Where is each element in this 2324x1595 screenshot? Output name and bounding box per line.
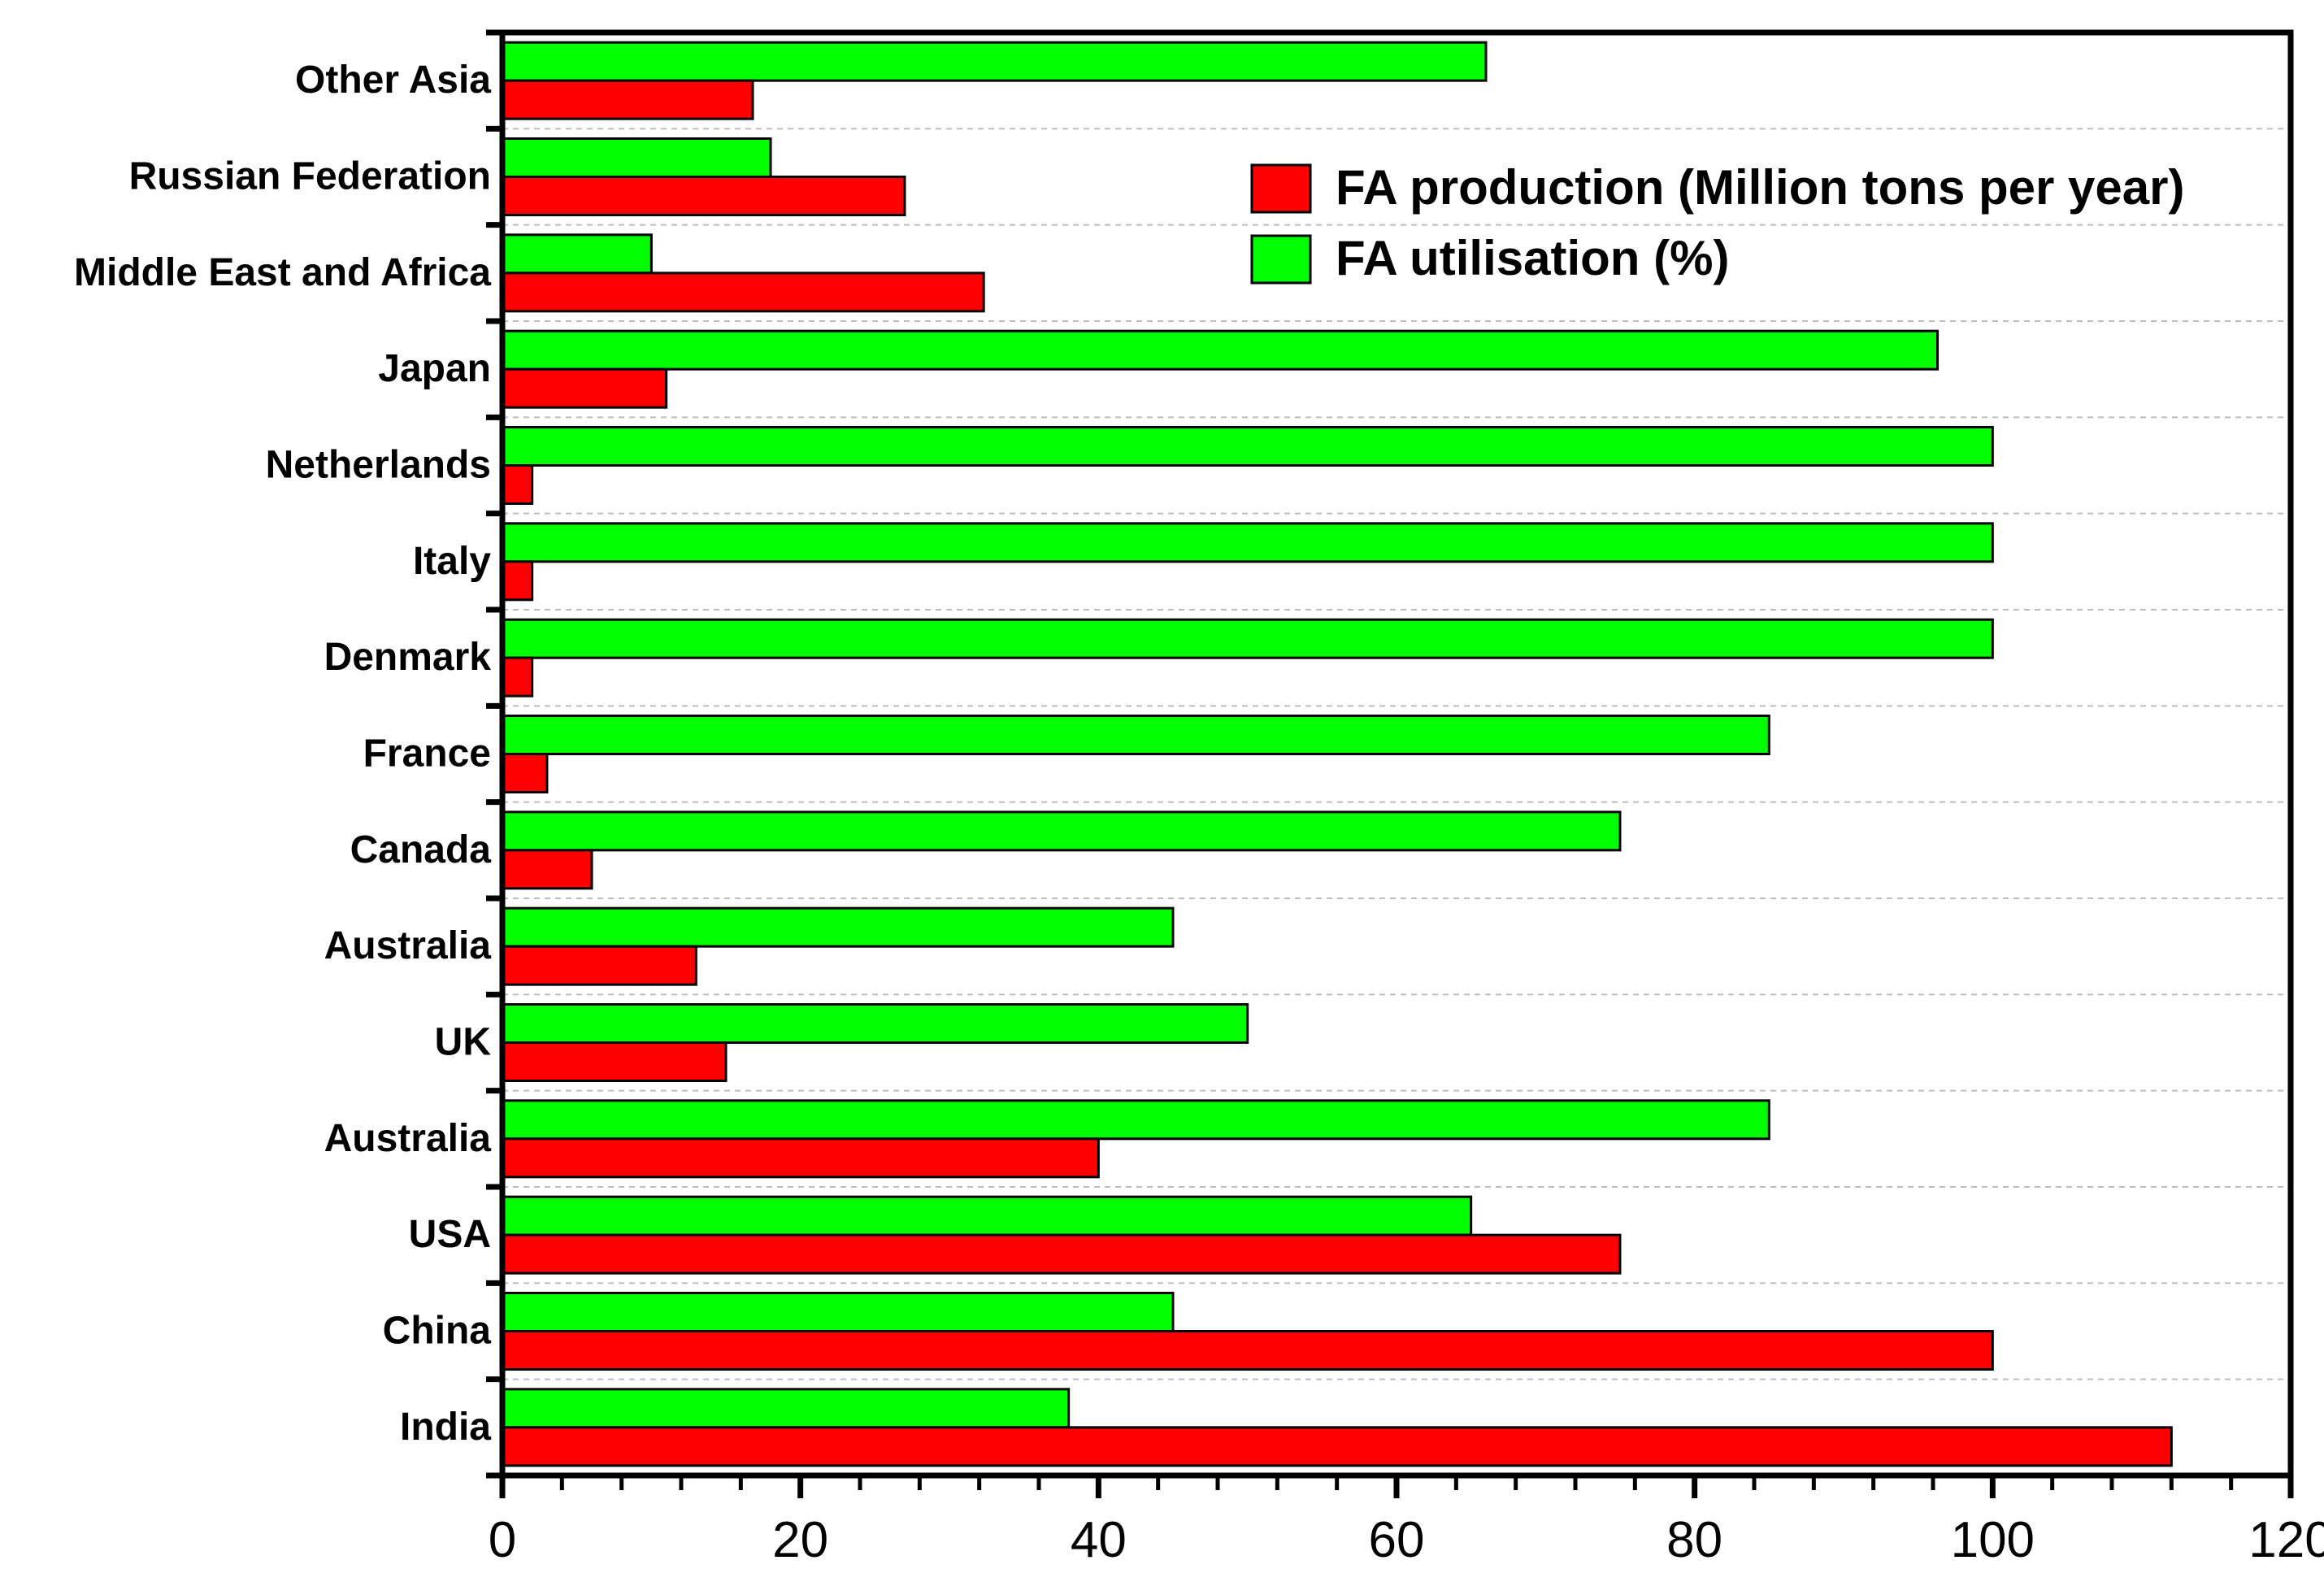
bar-utilisation xyxy=(501,233,653,275)
x-tick-label: 40 xyxy=(1071,1512,1127,1568)
bar-utilisation xyxy=(501,1195,1473,1236)
category-label: Denmark xyxy=(324,636,492,679)
bar-production xyxy=(501,945,697,986)
bar-production xyxy=(501,367,668,409)
bar-production xyxy=(501,560,534,602)
bar-production xyxy=(501,79,754,120)
bar-production xyxy=(501,1041,728,1082)
bar-utilisation xyxy=(501,522,1994,563)
bar-utilisation xyxy=(501,1099,1770,1141)
category-label: India xyxy=(400,1406,491,1449)
bar-utilisation xyxy=(501,618,1994,659)
category-label: Australia xyxy=(324,1117,492,1160)
category-label: Japan xyxy=(378,347,491,390)
category-label: France xyxy=(363,732,491,776)
bar-utilisation xyxy=(501,1292,1175,1332)
category-label: Middle East and Africa xyxy=(74,251,491,294)
x-tick-labels: 0 20 40 60 80 100 120 xyxy=(489,1512,2324,1568)
x-tick-label: 0 xyxy=(489,1512,516,1568)
x-tick-label: 120 xyxy=(2248,1512,2324,1568)
category-label: Canada xyxy=(350,828,492,871)
bar-production xyxy=(501,753,549,793)
category-label: UK xyxy=(435,1021,492,1064)
bars xyxy=(501,41,2173,1467)
bar-production xyxy=(501,656,534,698)
category-label: Other Asia xyxy=(295,59,491,102)
category-labels: Other Asia Russian Federation Middle East … xyxy=(74,59,491,1449)
bar-production xyxy=(501,1137,1100,1179)
category-label: China xyxy=(383,1310,492,1353)
bar-production xyxy=(501,272,985,313)
bar-utilisation xyxy=(501,1003,1249,1044)
bar-utilisation xyxy=(501,329,1939,371)
bar-production xyxy=(501,849,593,890)
legend-swatch-production xyxy=(1250,163,1312,214)
legend-label-production: FA production (Million tons per year) xyxy=(1336,160,2184,215)
x-tick-label: 60 xyxy=(1369,1512,1425,1568)
axis-ticks xyxy=(486,29,2294,1498)
category-label: Russian Federation xyxy=(129,155,491,198)
bar-production xyxy=(501,1426,2173,1467)
bar-utilisation xyxy=(501,811,1622,852)
x-tick-label: 80 xyxy=(1666,1512,1722,1568)
bar-production xyxy=(501,1330,1994,1371)
legend-label-utilisation: FA utilisation (%) xyxy=(1336,231,1729,285)
grid-lines xyxy=(502,128,2291,1380)
bar-utilisation xyxy=(501,1388,1071,1429)
bar-utilisation xyxy=(501,426,1994,467)
category-label: Italy xyxy=(413,540,491,583)
bar-production xyxy=(501,464,534,505)
legend-swatch-utilisation xyxy=(1250,234,1312,285)
legend: FA production (Million tons per year) FA… xyxy=(1250,160,2184,285)
category-label: Netherlands xyxy=(266,444,491,487)
bar-utilisation xyxy=(501,41,1488,82)
category-label: USA xyxy=(409,1213,491,1256)
bar-utilisation xyxy=(501,906,1175,948)
bar-utilisation xyxy=(501,137,772,178)
category-label: Australia xyxy=(324,924,492,967)
x-tick-label: 20 xyxy=(772,1512,828,1568)
bar-utilisation xyxy=(501,715,1770,755)
bar-production xyxy=(501,1233,1622,1275)
bar-production xyxy=(501,176,906,216)
x-tick-label: 100 xyxy=(1951,1512,2035,1568)
